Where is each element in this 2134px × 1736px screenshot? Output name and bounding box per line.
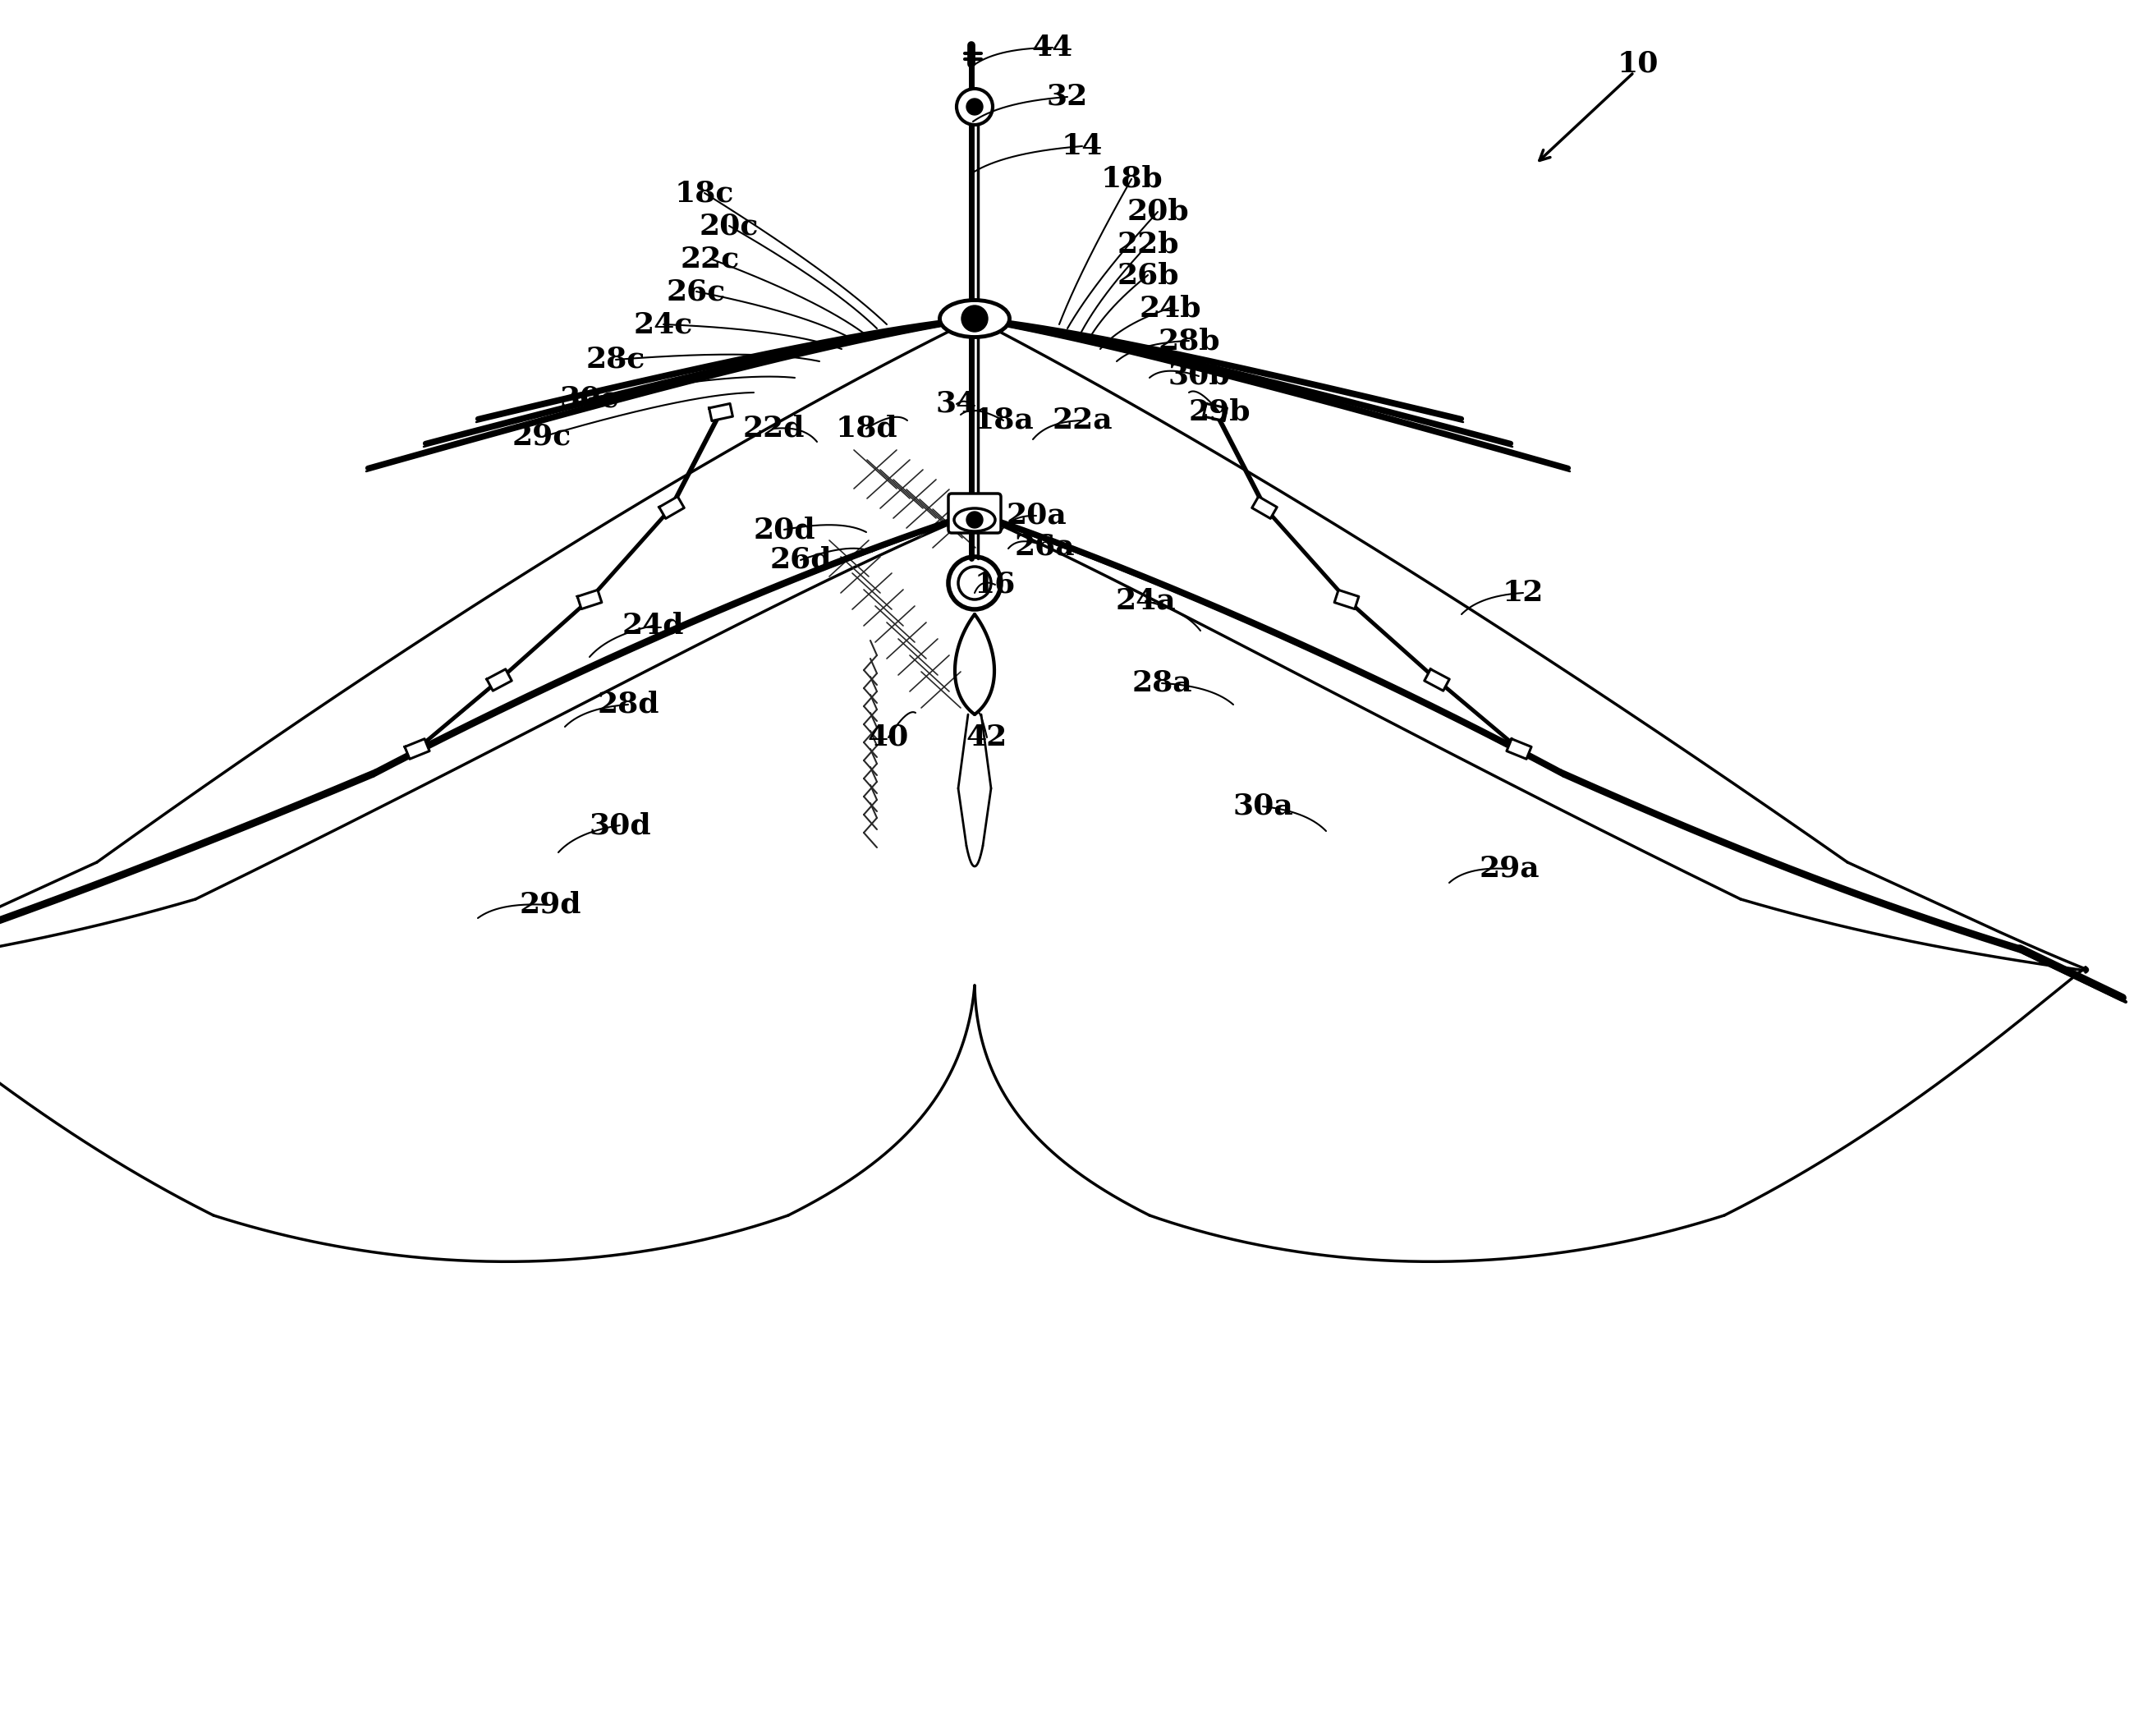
Text: 18d: 18d — [834, 415, 896, 443]
Text: 14: 14 — [1061, 132, 1103, 160]
Text: 30a: 30a — [1233, 792, 1293, 821]
Text: 28a: 28a — [1131, 670, 1193, 698]
Circle shape — [967, 512, 984, 528]
Polygon shape — [1253, 496, 1276, 519]
Polygon shape — [405, 740, 429, 759]
Text: 28d: 28d — [598, 691, 659, 719]
Circle shape — [956, 89, 992, 125]
Text: 12: 12 — [1502, 578, 1543, 608]
Text: 18c: 18c — [674, 179, 734, 207]
Text: 10: 10 — [1618, 50, 1658, 78]
Polygon shape — [1204, 403, 1227, 420]
Ellipse shape — [939, 300, 1009, 337]
Text: 20d: 20d — [753, 516, 815, 543]
Text: 24b: 24b — [1140, 293, 1201, 321]
Text: 18a: 18a — [973, 406, 1033, 434]
Polygon shape — [578, 590, 602, 609]
Text: 42: 42 — [967, 724, 1007, 752]
Text: 20b: 20b — [1127, 198, 1189, 226]
Polygon shape — [708, 403, 732, 420]
Text: 24a: 24a — [1116, 587, 1176, 615]
Text: 18b: 18b — [1101, 165, 1163, 193]
Text: 26b: 26b — [1116, 260, 1178, 290]
FancyBboxPatch shape — [947, 493, 1001, 533]
Text: 40: 40 — [869, 724, 909, 752]
Polygon shape — [659, 496, 685, 519]
Polygon shape — [487, 668, 512, 691]
Text: 16: 16 — [975, 571, 1016, 599]
Text: 22a: 22a — [1052, 406, 1112, 434]
Text: 20c: 20c — [700, 212, 760, 240]
Polygon shape — [1507, 740, 1532, 759]
Text: 26c: 26c — [666, 278, 726, 306]
Circle shape — [967, 99, 984, 115]
Text: 29d: 29d — [519, 891, 580, 918]
Text: 29c: 29c — [512, 424, 572, 451]
Text: 28b: 28b — [1159, 326, 1221, 354]
Text: 24d: 24d — [621, 611, 683, 639]
Text: 26d: 26d — [770, 547, 832, 575]
Text: 28c: 28c — [587, 345, 644, 373]
Text: 22b: 22b — [1116, 231, 1178, 259]
Text: 34: 34 — [937, 391, 977, 418]
Text: 30c: 30c — [559, 384, 619, 411]
Circle shape — [962, 306, 988, 332]
Text: 32: 32 — [1048, 83, 1088, 111]
Text: 20a: 20a — [1005, 502, 1067, 529]
Text: 44: 44 — [1033, 33, 1073, 61]
Text: 30d: 30d — [589, 811, 651, 838]
Polygon shape — [1334, 590, 1359, 609]
Text: 24c: 24c — [634, 311, 694, 339]
Text: 26a: 26a — [1014, 533, 1076, 561]
Text: 30b: 30b — [1167, 363, 1229, 391]
Text: 29a: 29a — [1479, 854, 1539, 884]
Text: 22d: 22d — [743, 415, 805, 443]
Polygon shape — [1423, 668, 1449, 691]
Ellipse shape — [954, 509, 994, 531]
Text: 29b: 29b — [1189, 398, 1251, 427]
Text: 22c: 22c — [681, 245, 740, 273]
